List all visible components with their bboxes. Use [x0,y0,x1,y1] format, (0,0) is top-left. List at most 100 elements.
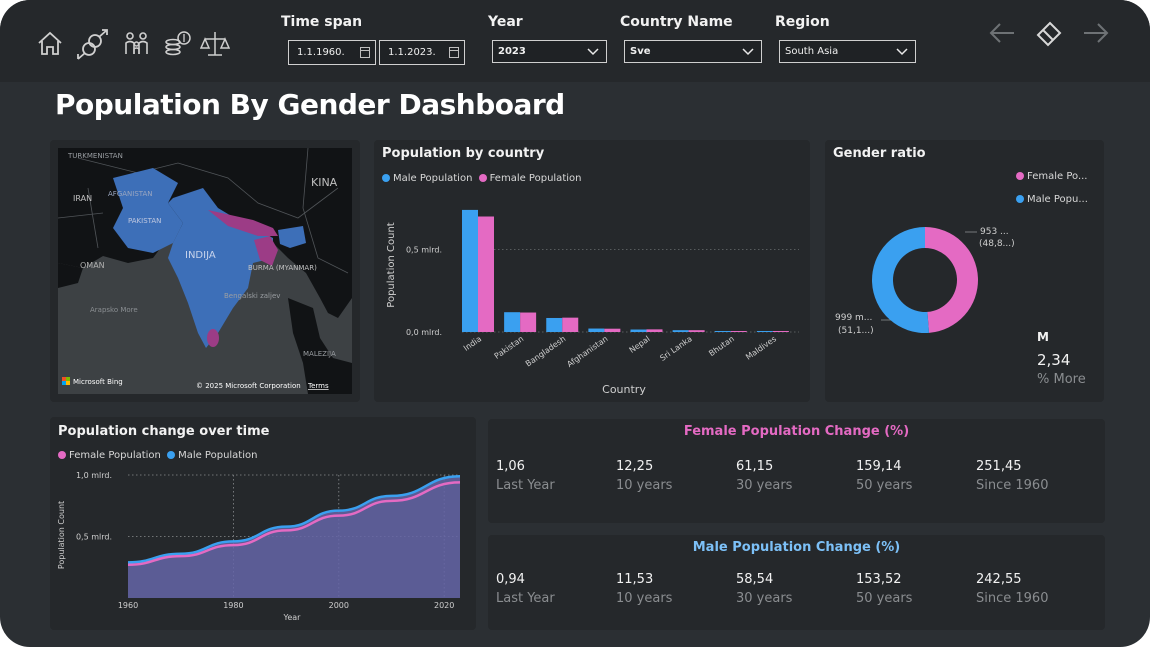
chevron-down-icon [587,48,599,56]
area-chart: Population Count Year 0,5 mlrd. 1,0 mlrd.… [57,471,461,622]
bar-chart-title: Population by country [382,146,545,161]
kpi-value: 159,14 [856,459,902,474]
bar-pakistan-male[interactable] [504,312,521,332]
gender-icon[interactable] [75,28,111,60]
line-x-tick-label: 1960 [118,601,138,610]
calendar-icon[interactable] [449,47,459,58]
bar-maldives-male[interactable] [756,331,773,332]
legend-dot [1016,195,1024,203]
legend-female[interactable]: Female Population [489,173,582,184]
donut-slice-female[interactable] [925,227,979,333]
chevron-down-icon [742,48,754,56]
legend-male[interactable]: Male Population [393,173,473,184]
legend-male-label: Male Popu... [1027,194,1088,205]
female-kpi-since-1960: 251,45 Since 1960 [976,459,1048,493]
donut-male-percent: (51,1...) [838,326,874,336]
calendar-icon[interactable] [360,47,370,58]
bar-x-tick-label: Bangladesh [524,334,568,368]
donut-male-value: 999 m... [835,313,872,323]
map-attribution: Microsoft Bing [73,378,123,386]
kpi-value: 242,55 [976,572,1022,587]
region-value: South Asia [785,46,839,57]
kpi-label: 50 years [856,591,913,606]
male-kpi-30-years: 58,54 30 years [736,572,792,606]
bar-x-tick-label: India [462,334,483,353]
bar-sri-lanka-male[interactable] [672,330,689,332]
bar-nepal-female[interactable] [646,329,663,332]
start-date-input[interactable]: 1.1.1960. [288,40,376,65]
start-date-value: 1.1.1960. [297,47,345,58]
legend-female-label: Female Po... [1027,171,1088,182]
donut-female-percent: (48,8...) [979,239,1015,249]
balance-scale-icon[interactable] [200,28,230,60]
year-value: 2023 [498,46,526,57]
bar-afghanistan-male[interactable] [588,328,605,332]
year-select[interactable]: 2023 [492,40,607,63]
back-arrow-icon[interactable] [987,18,1017,48]
bar-x-tick-label: Afghanistan [565,334,609,369]
bar-bangladesh-male[interactable] [546,317,563,332]
legend-dot [167,451,176,459]
page-title: Population By Gender Dashboard [55,88,565,121]
kpi-value: 61,15 [736,459,774,474]
end-date-input[interactable]: 1.1.2023. [379,40,465,65]
family-icon[interactable] [122,28,152,60]
bar-bhutan-male[interactable] [714,331,731,332]
legend-female[interactable]: Female Population [69,450,161,461]
kpi-value: 153,52 [856,572,902,587]
male-change-card: Male Population Change (%) 0,94 Last Yea… [488,535,1105,630]
bar-nepal-male[interactable] [630,329,647,332]
map-label-turkmenistan: TURKMENISTAN [67,152,123,160]
donut-slice-male[interactable] [872,227,929,333]
eraser-icon[interactable] [1034,18,1064,48]
ratio-caption: % More [1037,372,1086,387]
line-x-tick-label: 2020 [434,601,454,610]
bar-chart-card: Population by country Male Population Fe… [374,140,810,402]
bar-india-female[interactable] [478,216,494,333]
map-label-myanmar: BURMA (MYANMAR) [248,264,317,272]
map-label-china: KINA [311,176,338,189]
male-kpi-10-years: 11,53 10 years [616,572,672,606]
time-span-label: Time span [281,14,363,30]
region-select[interactable]: South Asia [779,40,916,63]
bar-chart-y-axis-label: Population Count [386,222,397,307]
female-change-card: Female Population Change (%) 1,06 Last Y… [488,419,1105,523]
bar-bhutan-female[interactable] [730,331,747,332]
line-chart-x-axis-label: Year [283,613,302,622]
line-male-population[interactable] [127,474,461,564]
top-bar: Time span 1.1.1960. 1.1.2023. Year 2023 … [0,0,1150,82]
male-change-title: Male Population Change (%) [692,540,901,555]
map-terms-link[interactable]: Terms [307,382,329,390]
legend-male[interactable]: Male Population [178,450,258,461]
population-change-card: Population change over time Female Popul… [50,417,476,630]
bar-bangladesh-female[interactable] [562,317,579,332]
bing-logo-icon [62,377,66,381]
bar-y-tick-label: 0,5 mlrd. [406,246,442,255]
bar-afghanistan-female[interactable] [604,328,621,332]
home-icon[interactable] [35,28,65,60]
kpi-label: Since 1960 [976,591,1049,606]
line-chart-y-axis-label: Population Count [57,501,66,569]
bar-sri-lanka-female[interactable] [688,330,705,332]
line-female-population[interactable] [127,481,461,567]
legend-dot [478,174,487,182]
bar-india-male[interactable] [462,209,478,332]
donut-legend-male[interactable]: Male Popu... [1016,194,1088,205]
legend-dot [58,451,66,459]
map-label-pakistan: PAKISTAN [128,217,161,225]
bar-maldives-female[interactable] [772,331,789,332]
female-kpi-last-year: 1,06 Last Year [496,459,555,493]
map-view[interactable]: TURKMENISTAN AFGANISTAN IRAN PAKISTAN KI… [58,148,352,394]
forward-arrow-icon[interactable] [1081,18,1111,48]
kpi-label: 10 years [616,591,673,606]
money-icon[interactable] [163,28,193,60]
bar-chart: Population Count Country 0,0 mlrd. 0,5 ml… [386,209,799,396]
legend-dot [1016,172,1024,180]
bar-pakistan-female[interactable] [520,312,537,332]
ratio-letter: M [1037,330,1049,344]
line-y-tick-label: 0,5 mlrd. [76,533,112,542]
country-select[interactable]: Sve [624,40,762,63]
kpi-value: 12,25 [616,459,654,474]
donut-legend-female[interactable]: Female Po... [1016,171,1088,182]
area-fill [128,476,460,598]
